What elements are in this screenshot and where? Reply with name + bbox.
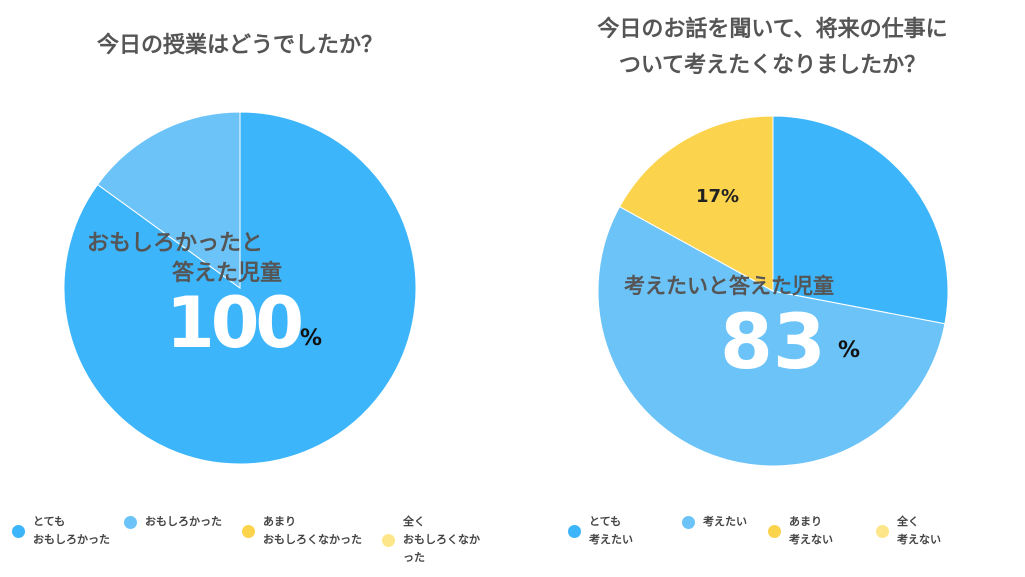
legend-right-item-2: あまり 考えない [768, 513, 833, 549]
legend-marker [124, 515, 137, 529]
legend-label: あまり 考えない [789, 515, 833, 546]
pie-right-slice-2 [618, 115, 774, 292]
slice-label-right: 17% [696, 186, 740, 207]
legend-left-item-3: 全く おもしろくなかった [382, 513, 480, 567]
legend-label: おもしろかった [145, 515, 222, 528]
annotation-left-value: 100 [166, 282, 304, 364]
legend-label: 考えたい [703, 515, 747, 528]
chart-right-panel: 今日のお話を聞いて、将来の仕事に ついて考えたくなりましたか？ 17% 考えたい… [520, 0, 1025, 577]
pie-chart-right [597, 115, 949, 467]
legend-marker [12, 524, 25, 538]
pie-chart-left [63, 111, 417, 465]
pie-left-slice-0 [63, 111, 417, 465]
pie-right-slice-0 [772, 115, 949, 325]
legend-right-item-1: 考えたい [682, 513, 747, 531]
legend-label: 全く おもしろくなかった [403, 515, 480, 564]
chart-left-title: 今日の授業はどうでしたか？ [96, 33, 383, 58]
legend-label: 全く 考えない [897, 515, 941, 546]
legend-left: とても おもしろかった おもしろかった あまり おもしろくなかった 全く おもし… [0, 505, 480, 564]
legend-right-item-0: とても 考えたい [568, 513, 633, 549]
legend-left-item-2: あまり おもしろくなかった [242, 513, 362, 549]
legend-marker [568, 524, 581, 538]
annotation-right-value: 83 [720, 297, 826, 386]
legend-marker [682, 515, 695, 529]
legend-marker [876, 524, 889, 538]
pie-right-slice-1 [597, 206, 946, 467]
legend-marker [382, 533, 395, 547]
legend-left-item-1: おもしろかった [124, 513, 222, 531]
annotation-right-unit: % [838, 338, 861, 363]
legend-label: とても おもしろかった [33, 515, 110, 546]
legend-right-item-3: 全く 考えない [876, 513, 941, 549]
annotation-right-line1: 考えたいと答えた児童 [624, 274, 834, 298]
pie-left-slice-1 [96, 111, 241, 289]
annotation-left-line1: おもしろかったと [87, 231, 264, 256]
legend-left-item-0: とても おもしろかった [12, 513, 110, 549]
legend-marker [242, 524, 255, 538]
annotation-left-unit: % [300, 326, 323, 351]
legend-label: あまり おもしろくなかった [263, 515, 362, 546]
legend-right: とても 考えたい 考えたい あまり 考えない 全く 考えない [520, 505, 1025, 555]
chart-left-panel: 今日の授業はどうでしたか？ おもしろかったと 答えた児童 100 % とても お… [0, 0, 480, 577]
legend-label: とても 考えたい [589, 515, 633, 546]
legend-marker [768, 524, 781, 538]
annotation-left-line2: 答えた児童 [172, 261, 283, 286]
chart-right-title: 今日のお話を聞いて、将来の仕事に ついて考えたくなりましたか？ [597, 17, 948, 78]
